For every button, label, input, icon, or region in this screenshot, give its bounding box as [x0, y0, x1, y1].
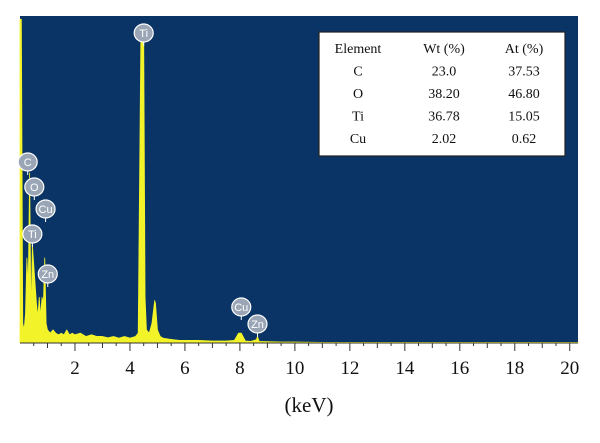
peak-label-text: O: [30, 182, 39, 194]
x-tick-label: 16: [450, 358, 469, 379]
peak-label-zn: Zn: [247, 314, 268, 337]
x-tick-label: 6: [180, 358, 190, 379]
x-tick-label: 14: [395, 358, 415, 379]
peak-label-text: Zn: [41, 269, 54, 281]
x-tick-label: 2: [70, 358, 80, 379]
peak-label-o: O: [24, 177, 45, 200]
table-header-cell: Wt (%): [423, 42, 465, 57]
table-header-cell: Element: [335, 42, 382, 57]
spectrum-series-0: [19, 18, 579, 344]
peak-label-text: Ti: [28, 229, 37, 241]
x-tick-label: 10: [285, 358, 304, 379]
peak-label-cu: Cu: [231, 297, 252, 320]
peak-label-text: Zn: [251, 319, 264, 331]
table-header-cell: At (%): [505, 42, 544, 57]
table-cell: 46.80: [508, 87, 540, 102]
peak-label-text: Ti: [139, 28, 148, 40]
table-cell: 0.62: [512, 132, 537, 147]
peak-label-c: C: [17, 152, 38, 175]
table-cell: 37.53: [508, 65, 540, 80]
x-tick-label: 8: [235, 358, 245, 379]
table-cell: 2.02: [432, 132, 457, 147]
x-tick-label: 20: [560, 358, 579, 379]
x-tick-label: 4: [125, 358, 135, 379]
table-cell: 36.78: [428, 110, 460, 125]
peak-label-ti: Ti: [133, 23, 154, 46]
table-cell: C: [353, 65, 362, 80]
peak-label-text: Cu: [234, 302, 248, 314]
table-cell: O: [353, 87, 363, 102]
peak-label-text: Cu: [39, 204, 53, 216]
table-cell: 38.20: [428, 87, 460, 102]
table-cell: Cu: [350, 132, 366, 147]
peak-label-zn: Zn: [37, 264, 58, 287]
peak-label-text: C: [24, 157, 32, 169]
table-cell: Ti: [352, 110, 364, 125]
table-box: [318, 31, 566, 157]
table-cell: 15.05: [508, 110, 540, 125]
composition-table: Element Wt (%) At (%) C 23.0 37.53 O 38.20 46.80…: [318, 31, 566, 157]
x-axis: 2 4 6 8 10 12 14 16 18 20: [20, 342, 579, 379]
x-tick-label: 18: [505, 358, 524, 379]
peak-label-ti: Ti: [22, 224, 43, 247]
table-cell: 23.0: [432, 65, 457, 80]
spectrum-layer: [19, 18, 579, 344]
x-axis-title: (keV): [285, 393, 334, 417]
x-tick-label: 12: [340, 358, 359, 379]
peak-label-cu: Cu: [35, 199, 56, 222]
